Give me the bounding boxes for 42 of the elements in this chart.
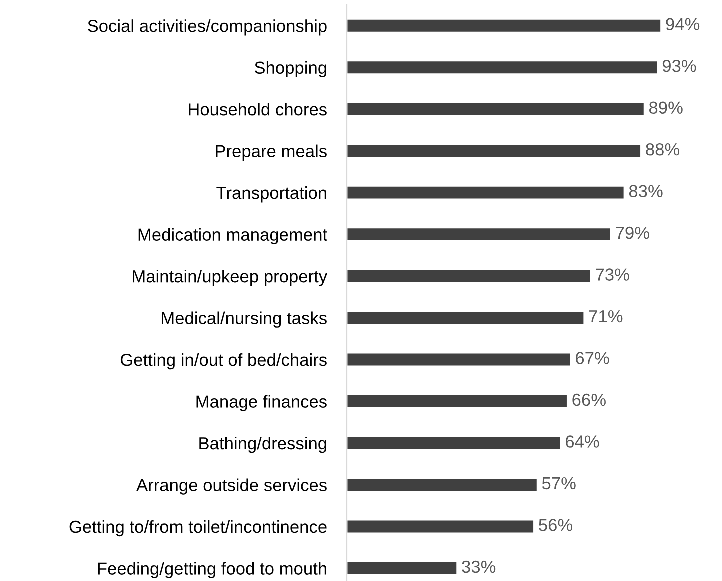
y-tick-label: Social activities/companionship: [88, 20, 327, 36]
y-tick-label: Getting in/out of bed/chairs: [120, 353, 327, 370]
bar: [347, 227, 612, 242]
y-tick-label: Transportation: [216, 186, 326, 203]
data-label: 66%: [572, 394, 606, 406]
data-label: 71%: [589, 310, 623, 323]
data-label: 93%: [662, 60, 696, 72]
bar: [347, 519, 535, 534]
bar: [347, 394, 568, 409]
y-tick-label: Medical/nursing tasks: [162, 312, 327, 328]
data-label: 83%: [629, 185, 663, 198]
bar: [347, 352, 572, 368]
y-tick-label: Shopping: [254, 61, 326, 78]
data-label: 94%: [666, 18, 700, 31]
bar: [347, 18, 662, 34]
y-tick-label: Arrange outside services: [136, 478, 327, 495]
data-label: 79%: [616, 226, 650, 240]
data-label: 64%: [566, 436, 600, 448]
data-label: 56%: [539, 519, 573, 532]
y-tick-label: Household chores: [189, 103, 327, 116]
data-label: 33%: [462, 560, 496, 574]
y-tick-label: Prepare meals: [216, 144, 327, 161]
bar: [347, 436, 562, 451]
data-label: 57%: [542, 477, 576, 490]
y-tick-label: Medication management: [138, 228, 328, 244]
y-tick-label: Bathing/dressing: [200, 436, 326, 454]
bar: [347, 268, 592, 284]
data-label: 73%: [596, 268, 630, 281]
bar: [347, 310, 586, 326]
y-tick-label: Feeding/getting food to mouth: [98, 562, 326, 578]
bar: [347, 561, 458, 576]
data-label: 88%: [646, 143, 680, 156]
y-tick-label: Maintain/upkeep property: [133, 270, 328, 286]
bar: [347, 102, 646, 117]
bar: [347, 185, 626, 200]
y-tick-label: Getting to/from toilet/incontinence: [70, 520, 327, 537]
data-label: 67%: [576, 352, 610, 364]
y-tick-label: Manage finances: [196, 395, 327, 412]
bar: [347, 478, 538, 492]
bar: [347, 60, 659, 75]
bar: [347, 144, 642, 158]
data-label: 89%: [649, 102, 683, 114]
